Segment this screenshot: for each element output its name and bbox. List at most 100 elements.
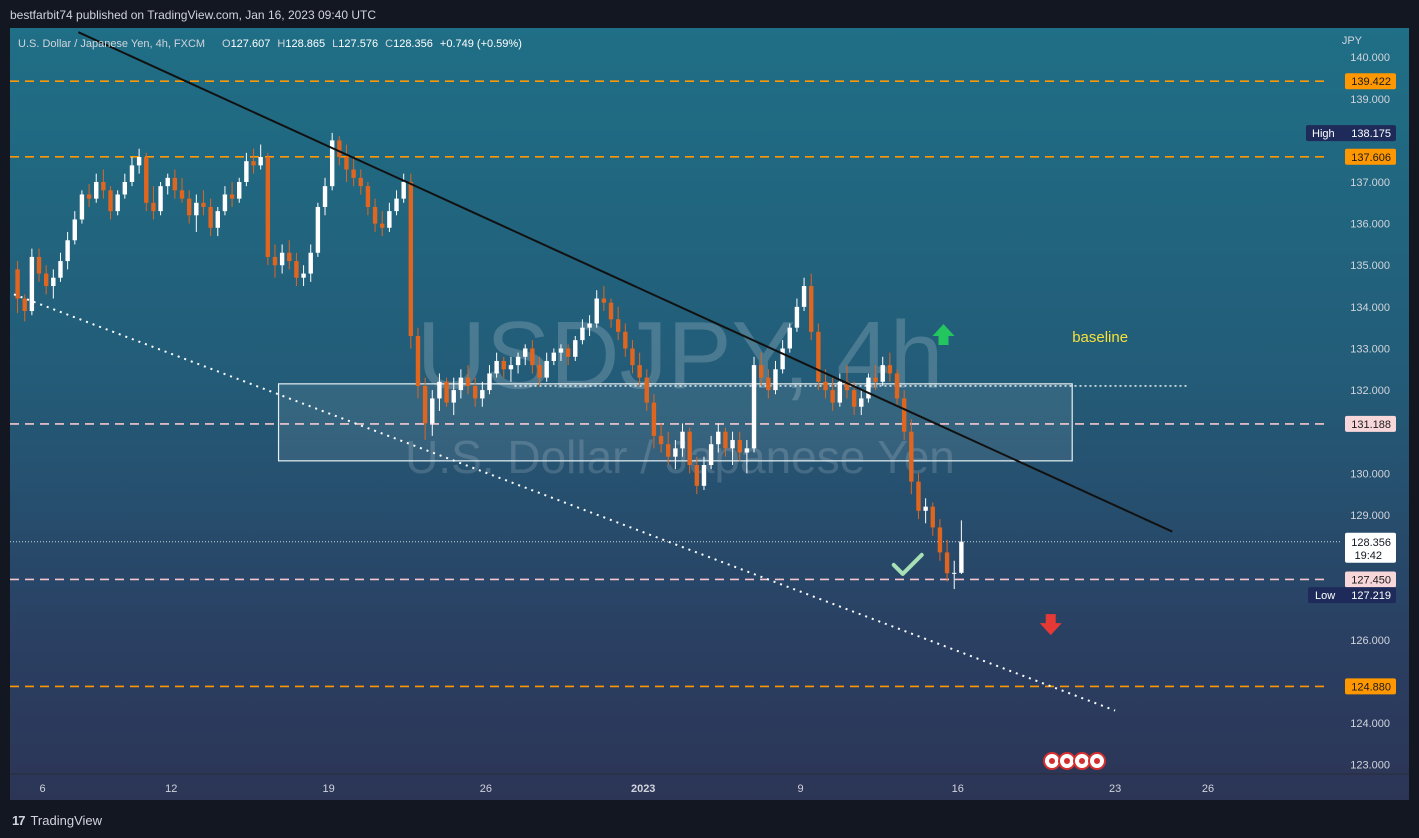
candle: [565, 344, 571, 366]
candle: [272, 244, 278, 278]
candle: [58, 252, 63, 282]
candle-body: [623, 331, 628, 349]
candle-body: [208, 206, 213, 228]
candle: [43, 265, 49, 295]
watermark-subtitle: U.S. Dollar / Japanese Yen: [405, 431, 955, 483]
candle: [594, 290, 599, 328]
candle: [673, 440, 678, 470]
candle: [608, 298, 614, 328]
candle: [422, 377, 428, 441]
candle-body: [122, 181, 128, 195]
candle: [537, 356, 542, 386]
candle-body: [501, 360, 506, 370]
candle: [944, 539, 950, 582]
candle-body: [172, 177, 178, 191]
candle: [644, 369, 649, 411]
candle: [394, 190, 399, 216]
candle: [708, 435, 714, 470]
candle-body: [222, 194, 228, 212]
candle-body: [344, 157, 349, 170]
candle-body: [544, 360, 549, 378]
candle: [86, 184, 92, 207]
x-tick-label: 2023: [631, 783, 655, 795]
candle-body: [551, 352, 557, 361]
candle: [651, 394, 657, 449]
price-chart[interactable]: USDJPY, 4h U.S. Dollar / Japanese Yen ba…: [10, 28, 1409, 800]
low-label: Low: [1315, 590, 1335, 602]
candle-body: [201, 202, 206, 207]
y-tick-label: 129.000: [1350, 510, 1390, 522]
candle-body: [415, 335, 421, 386]
high-badge-bg: [1306, 125, 1396, 142]
candle-body: [716, 431, 721, 445]
candle-body: [751, 365, 757, 449]
candle-body: [737, 440, 742, 453]
candle: [930, 502, 935, 536]
candle-body: [179, 190, 185, 199]
candle-body: [601, 298, 607, 303]
candle: [515, 352, 521, 374]
candle-body: [573, 340, 578, 357]
candle: [480, 381, 485, 407]
candle: [294, 252, 299, 287]
support-trendline: [13, 293, 1116, 712]
candle: [487, 365, 492, 395]
high-value: 138.175: [1351, 128, 1391, 140]
candle: [859, 390, 864, 416]
level-lines: [10, 80, 1340, 688]
low-badge-bg: [1308, 587, 1396, 604]
candle: [887, 352, 893, 382]
candle-body: [380, 223, 385, 228]
last-price-bg: [1345, 532, 1396, 563]
candle-body: [766, 377, 771, 391]
x-tick-label: 26: [480, 783, 492, 795]
candle-body: [787, 327, 792, 349]
x-tick-label: 19: [322, 783, 334, 795]
candle-body: [687, 431, 692, 466]
candle-body: [451, 390, 456, 403]
candle-body: [880, 365, 885, 382]
candle: [358, 169, 363, 195]
candle-body: [637, 365, 642, 378]
candle-body: [723, 431, 728, 449]
y-tick-label: 134.000: [1350, 302, 1390, 314]
candle-body: [251, 161, 256, 166]
candle: [451, 377, 456, 416]
candle-body: [809, 286, 814, 332]
price-axis: 123.000124.000126.000128.000129.000130.0…: [1306, 52, 1396, 772]
y-tick-label: 140.000: [1350, 52, 1390, 64]
candle-body: [859, 398, 864, 407]
candle: [194, 194, 199, 232]
candle-body: [952, 572, 957, 574]
candle-body: [701, 465, 707, 486]
economic-event-icon: [1043, 752, 1061, 770]
candle-body: [337, 140, 342, 158]
c-value: 128.356: [393, 38, 433, 50]
candle-body: [458, 377, 464, 391]
candle: [115, 190, 120, 216]
candle: [380, 211, 385, 237]
level-badge: 139.422: [1345, 73, 1396, 90]
candle-body: [658, 435, 664, 445]
candle-body: [773, 369, 778, 391]
candle: [415, 327, 421, 399]
candle-body: [215, 211, 220, 228]
candle: [430, 390, 435, 436]
candle-body: [65, 240, 70, 262]
candle: [666, 431, 671, 466]
candle: [122, 173, 128, 199]
candle: [658, 423, 664, 453]
candle-body: [322, 186, 328, 207]
o-label: O: [222, 38, 231, 50]
candle: [201, 190, 206, 216]
brand-name: TradingView: [30, 813, 103, 828]
publisher-bar: bestfarbit74 published on TradingView.co…: [0, 0, 1419, 30]
candle-body: [758, 365, 764, 378]
h-label: H: [277, 38, 285, 50]
candle: [901, 390, 907, 441]
candle-body: [901, 398, 907, 432]
c-label: C: [385, 38, 393, 50]
level-badge: 127.450: [1345, 571, 1396, 588]
level-badge-text: 139.422: [1351, 76, 1391, 88]
candle-body: [144, 157, 149, 203]
